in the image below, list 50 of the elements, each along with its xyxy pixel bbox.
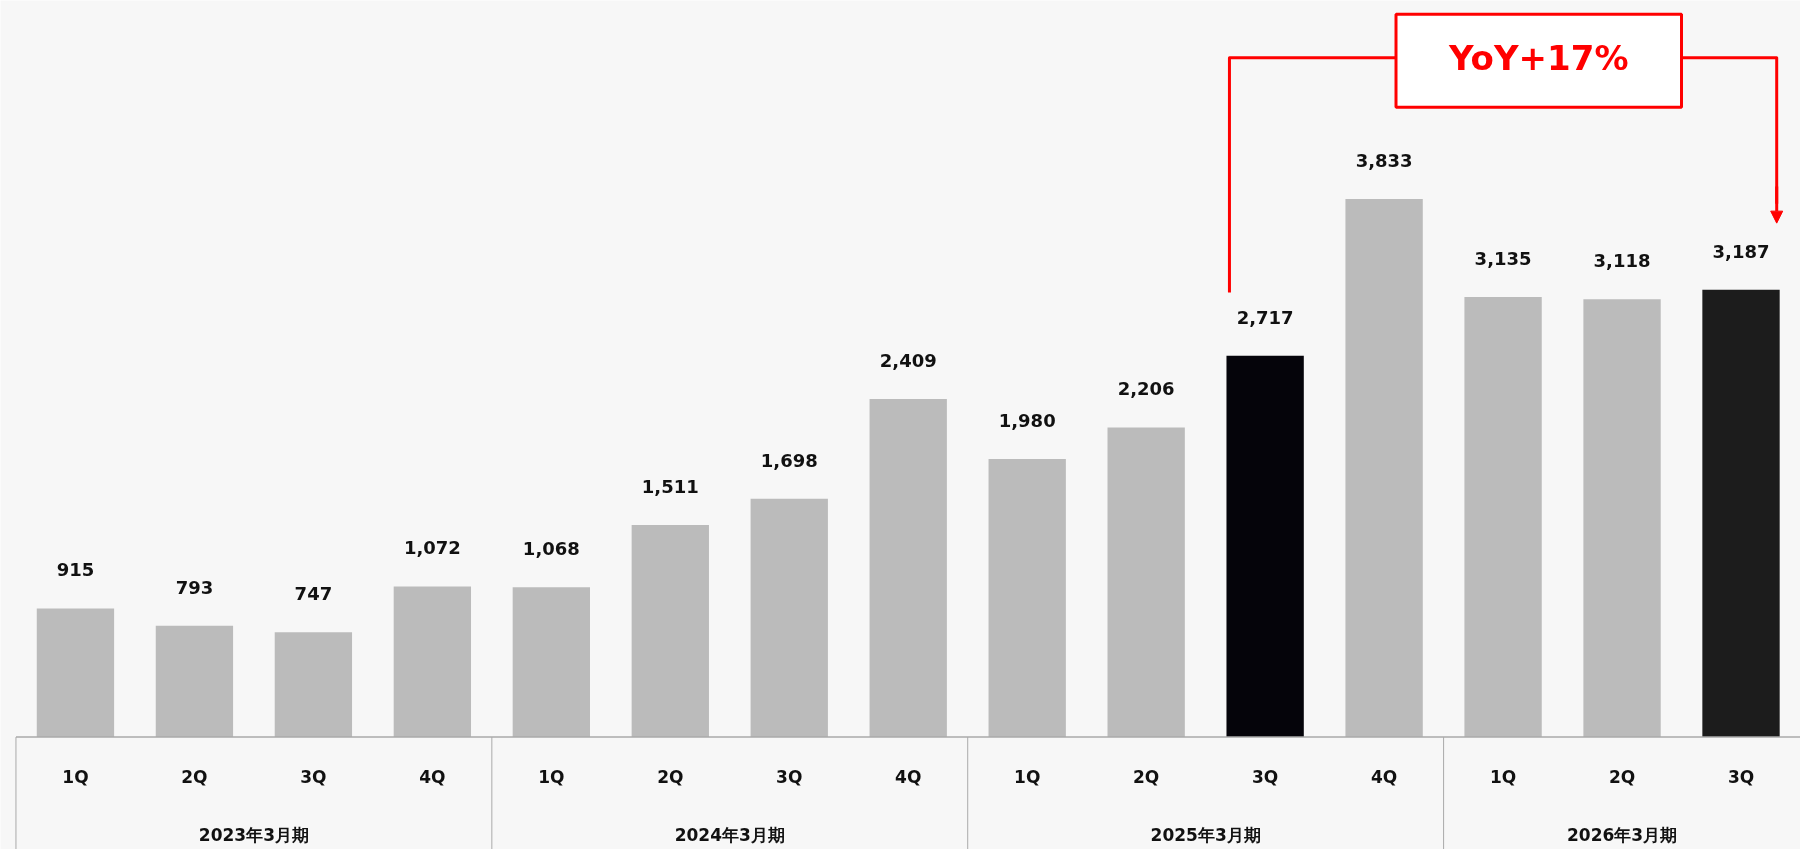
data-label: 2,717 <box>1236 306 1294 328</box>
bar <box>1464 296 1542 738</box>
x-tick-label: 4Q <box>1370 767 1398 788</box>
bar <box>393 586 472 738</box>
bar <box>512 587 590 738</box>
text: 2023年3月期 <box>198 824 309 845</box>
x-tick-label: 2Q <box>181 767 208 788</box>
x-tick-label: 2Q <box>657 767 684 788</box>
data-label: 1,068 <box>522 538 580 560</box>
x-tick-label: 3Q <box>300 767 327 788</box>
bar <box>631 524 709 738</box>
bar <box>1226 355 1304 738</box>
bar <box>988 459 1066 738</box>
bar <box>750 498 828 738</box>
data-label: 1,072 <box>403 537 461 559</box>
text: YoY+17% <box>1448 37 1629 78</box>
bar <box>1702 289 1780 738</box>
x-tick-label: 3Q <box>1252 767 1279 788</box>
data-label: 915 <box>56 559 95 581</box>
x-tick-label: 1Q <box>538 767 565 788</box>
data-label: 1,698 <box>760 449 818 471</box>
data-label: 2,409 <box>879 349 937 371</box>
data-label: 2,206 <box>1117 378 1175 400</box>
bar <box>1107 427 1185 738</box>
bar <box>1583 299 1661 738</box>
data-label: 747 <box>294 583 333 605</box>
x-tick-label: 1Q <box>1489 767 1517 788</box>
bar <box>155 625 234 738</box>
x-tick-label: 1Q <box>1014 767 1041 788</box>
bar <box>869 398 947 738</box>
text: 2024年3月期 <box>674 824 785 845</box>
x-tick-label: 2Q <box>1608 767 1636 788</box>
data-label: 793 <box>175 576 214 598</box>
data-label: 3,135 <box>1474 247 1532 269</box>
text: 2026年3月期 <box>1566 824 1678 845</box>
data-label: 3,187 <box>1712 240 1770 262</box>
x-tick-label: 2Q <box>1133 767 1160 788</box>
data-label: 1,980 <box>998 409 1056 431</box>
data-label: 3,833 <box>1355 149 1413 171</box>
bar <box>36 608 115 738</box>
text: 2025年3月期 <box>1150 824 1261 845</box>
x-tick-label: 3Q <box>776 767 803 788</box>
data-label: 3,118 <box>1593 250 1651 272</box>
x-tick-label: 4Q <box>419 767 446 788</box>
x-tick-label: 4Q <box>895 767 922 788</box>
x-tick-label: 3Q <box>1727 767 1755 788</box>
bar <box>274 632 353 738</box>
data-label: 1,511 <box>641 475 699 497</box>
bar <box>1345 198 1423 738</box>
x-tick-label: 1Q <box>62 767 89 788</box>
